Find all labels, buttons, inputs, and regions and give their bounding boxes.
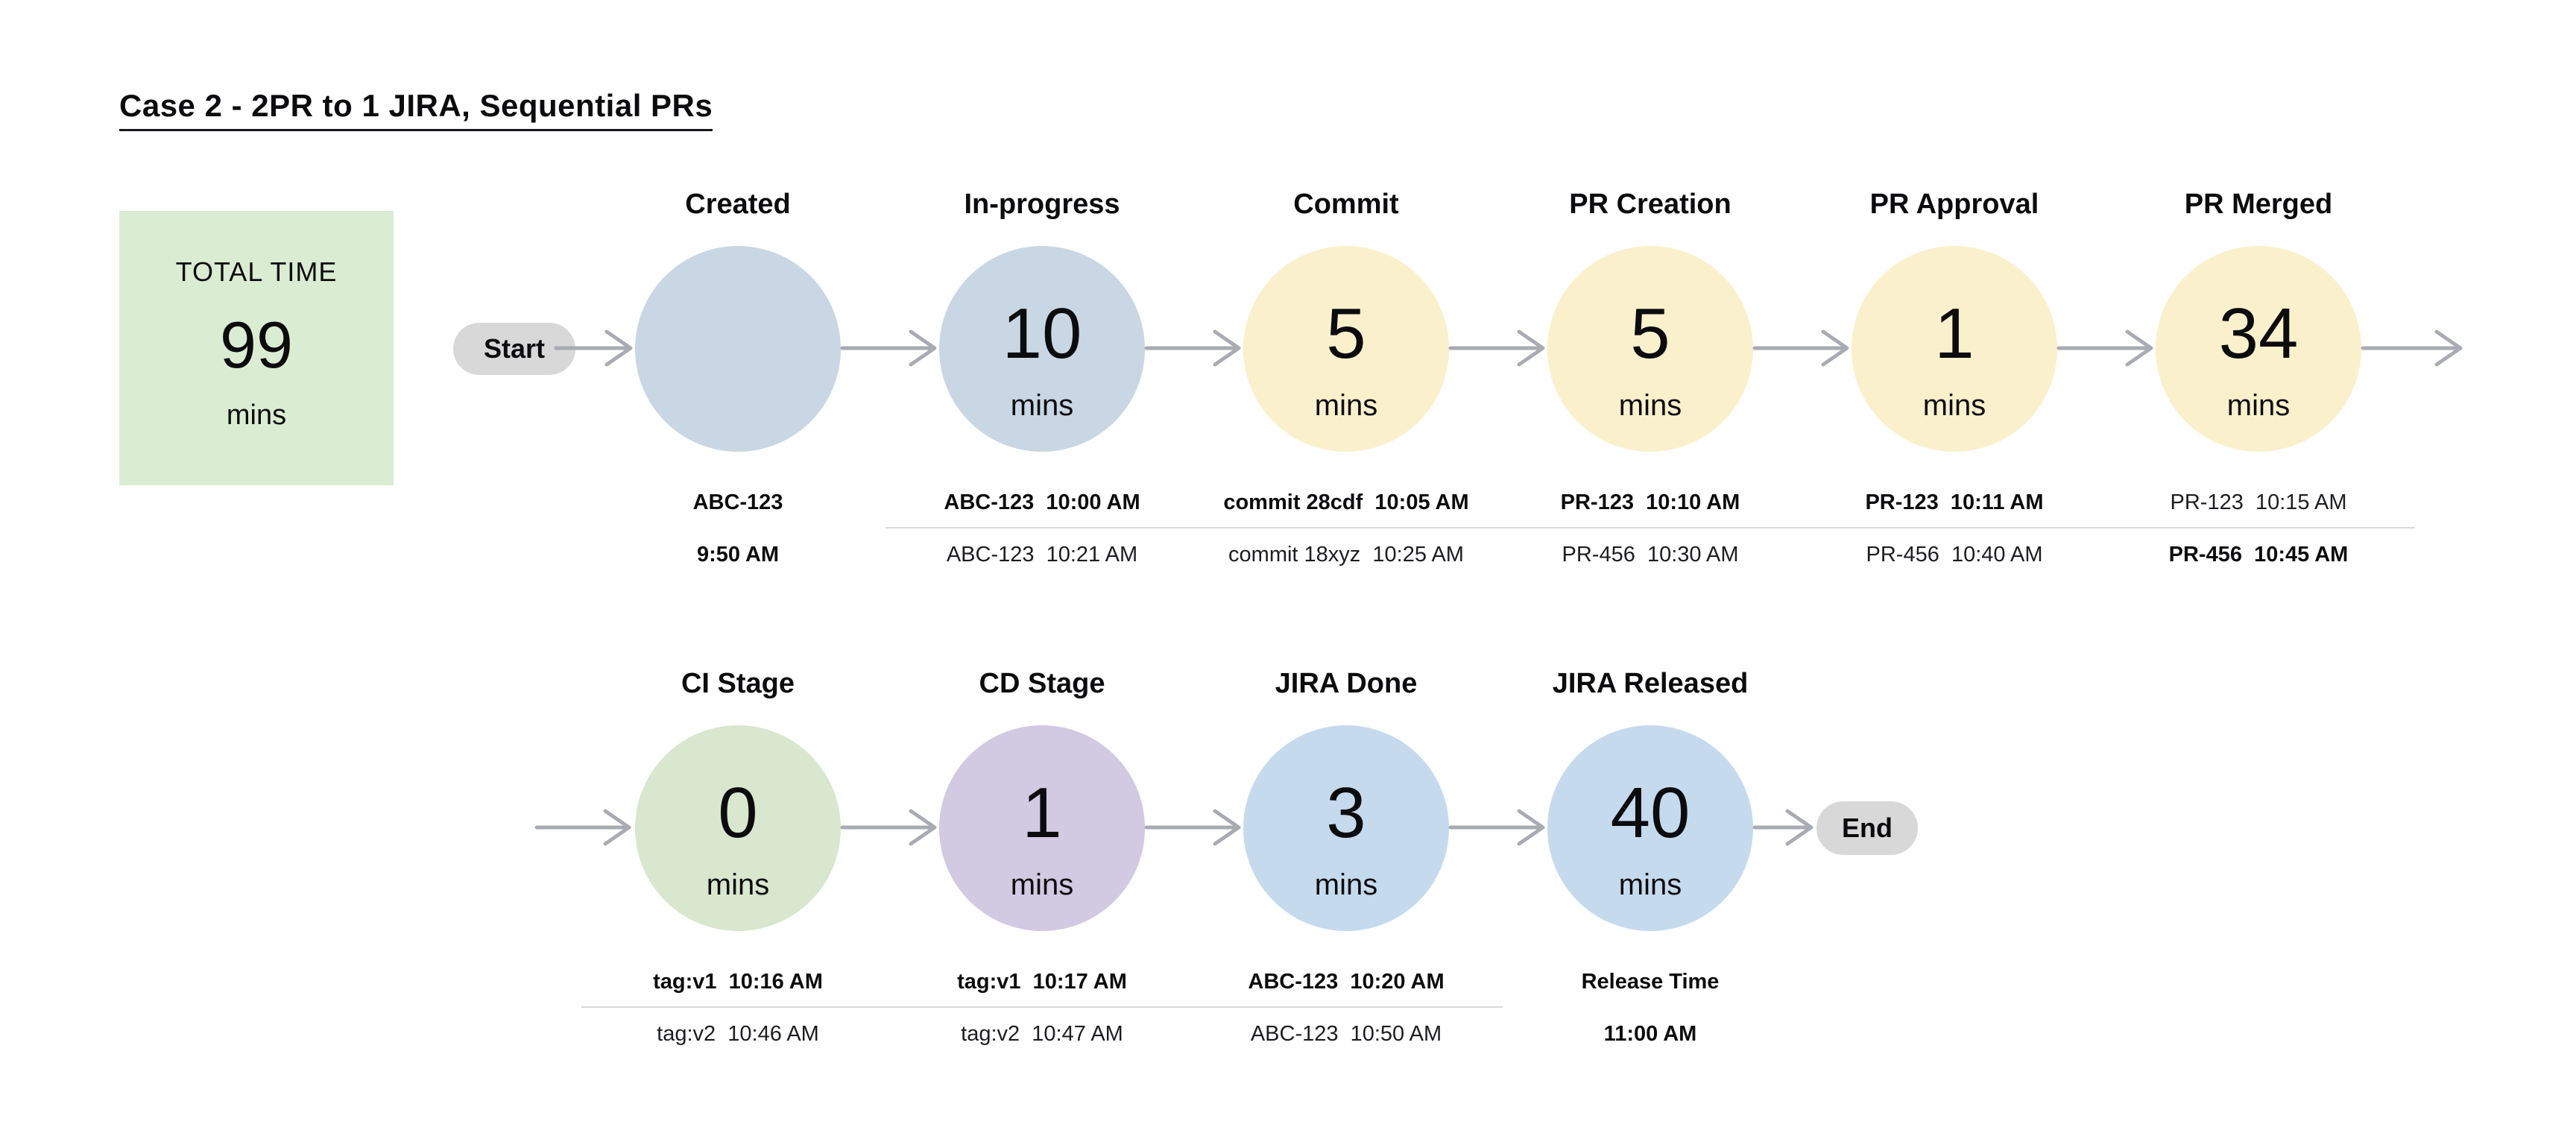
stage-value: 1 [1934, 294, 1974, 373]
stage-circle: 1 mins [1852, 246, 2057, 452]
stage-title: PR Creation [1569, 189, 1731, 220]
annotation-line: tag:v2 10:46 AM [657, 1022, 819, 1046]
stage-value: 1 [1022, 773, 1062, 853]
stage-circle: 5 mins [1547, 246, 1753, 452]
stage-title: PR Merged [2184, 189, 2333, 220]
annotation-line: ABC-123 [692, 490, 783, 514]
annotation-line: ABC-123 10:20 AM [1248, 970, 1445, 994]
flow-arrow [1752, 329, 1849, 367]
stage-unit: mins [1618, 868, 1682, 901]
flow-arrow [1144, 809, 1241, 846]
annotation-line: PR-123 10:10 AM [1560, 490, 1740, 514]
flow-arrow [840, 809, 937, 846]
stage-title: CI Stage [681, 668, 795, 699]
annotation-separator [1494, 527, 1807, 529]
annotation-separator [886, 527, 1199, 529]
stage-value: 5 [1630, 294, 1670, 373]
flow-arrow [554, 329, 633, 367]
annotation-line: commit 28cdf 10:05 AM [1223, 490, 1469, 514]
end-pill: End [1816, 801, 1918, 855]
stage-circle [635, 246, 841, 452]
annotation-line: PR-123 10:15 AM [2170, 490, 2347, 514]
stage-unit: mins [1922, 389, 1986, 422]
stage-value: 0 [718, 773, 758, 853]
stage-unit: mins [1314, 389, 1378, 422]
annotation-line: commit 18xyz 10:25 AM [1228, 543, 1464, 567]
annotation-line: ABC-123 10:50 AM [1250, 1022, 1442, 1046]
flow-arrow [1448, 329, 1545, 367]
annotation-line: PR-123 10:11 AM [1865, 490, 2044, 514]
flow-arrow [840, 329, 937, 367]
annotation-line: PR-456 10:40 AM [1866, 543, 2043, 567]
stage-value: 34 [2218, 294, 2299, 373]
annotation-line: ABC-123 10:21 AM [946, 543, 1138, 567]
flow-arrow [1752, 809, 1813, 846]
annotation-separator [886, 1006, 1199, 1008]
total-time-value: 99 [220, 308, 293, 382]
stage-circle: 3 mins [1243, 725, 1449, 931]
stage-unit: mins [1618, 389, 1682, 422]
annotation-separator [2102, 527, 2415, 529]
annotation-separator [1798, 527, 2111, 529]
total-time-label: TOTAL TIME [175, 256, 338, 287]
annotation-line: 11:00 AM [1603, 1022, 1697, 1046]
annotation-separator [581, 1006, 894, 1008]
annotation-line: PR-456 10:45 AM [2168, 543, 2349, 567]
stage-title: JIRA Released [1552, 668, 1749, 699]
stage-circle: 40 mins [1547, 725, 1753, 931]
stage-title: PR Approval [1869, 189, 2039, 220]
stage-title: CD Stage [979, 668, 1105, 699]
annotation-line: tag:v1 10:16 AM [653, 970, 823, 994]
page-title: Case 2 - 2PR to 1 JIRA, Sequential PRs [119, 88, 713, 131]
stage-circle: 34 mins [2156, 246, 2361, 452]
stage-value: 5 [1326, 294, 1366, 373]
annotation-line: ABC-123 10:00 AM [944, 490, 1140, 514]
stage-unit: mins [706, 868, 770, 901]
stage-title: Commit [1293, 189, 1399, 220]
flow-arrow [2361, 329, 2463, 367]
flow-arrow [1448, 809, 1545, 846]
annotation-line: PR-456 10:30 AM [1562, 543, 1739, 567]
stage-title: Created [685, 189, 791, 220]
stage-value: 10 [1002, 294, 1082, 373]
stage-circle: 0 mins [635, 725, 841, 931]
total-time-unit: mins [226, 400, 287, 431]
stage-title: In-progress [964, 189, 1120, 220]
end-pill-label: End [1842, 813, 1892, 843]
flow-arrow [1144, 329, 1241, 367]
annotation-line: 9:50 AM [696, 543, 780, 567]
annotation-separator [1190, 1006, 1503, 1008]
stage-unit: mins [2226, 389, 2291, 422]
total-time-box: TOTAL TIME 99 mins [119, 211, 394, 485]
annotation-line: Release Time [1581, 970, 1720, 994]
flow-arrow [2056, 329, 2153, 367]
stage-value: 40 [1610, 773, 1690, 853]
annotation-line: tag:v1 10:17 AM [957, 970, 1127, 994]
flow-arrow [534, 809, 631, 846]
stage-value: 3 [1326, 773, 1366, 853]
annotation-line: tag:v2 10:47 AM [961, 1022, 1123, 1046]
start-pill-label: Start [483, 333, 546, 364]
stage-circle: 10 mins [939, 246, 1145, 452]
stage-unit: mins [1010, 868, 1074, 901]
stage-unit: mins [1010, 389, 1074, 422]
stage-title: JIRA Done [1275, 668, 1418, 699]
stage-unit: mins [1314, 868, 1378, 901]
stage-circle: 1 mins [939, 725, 1145, 931]
stage-circle: 5 mins [1243, 246, 1449, 452]
annotation-separator [1190, 527, 1503, 529]
